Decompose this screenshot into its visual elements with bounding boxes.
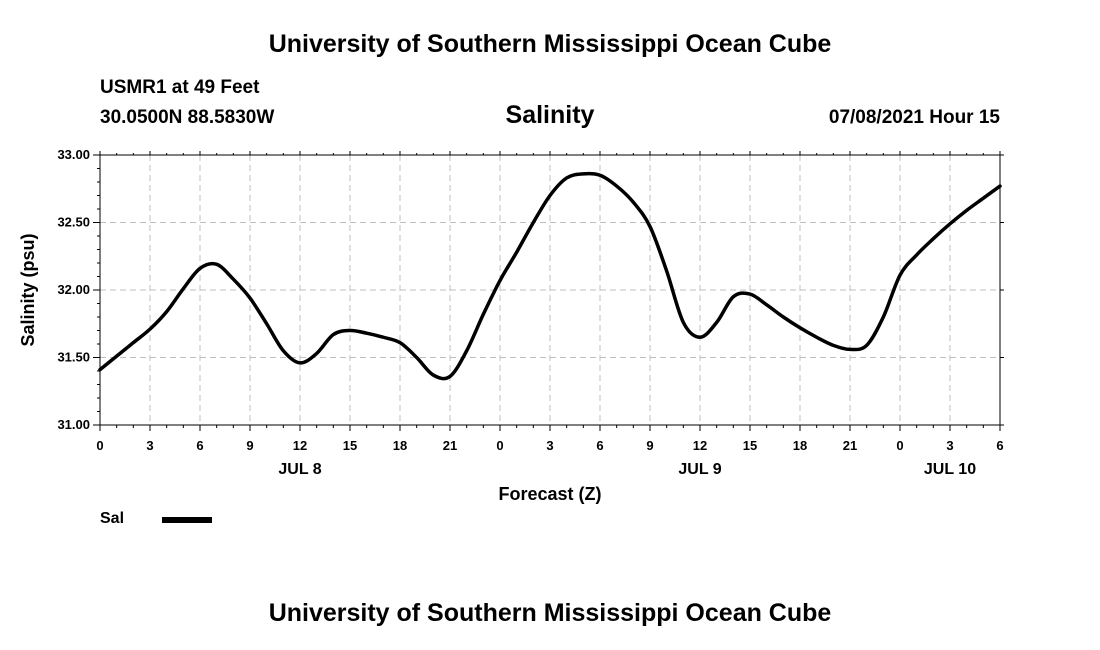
day-label: JUL 10	[924, 461, 976, 478]
x-tick-label: 9	[246, 438, 253, 453]
legend-line-swatch	[162, 517, 212, 523]
station-label: USMR1 at 49 Feet	[100, 77, 260, 98]
y-axis-title: Salinity (psu)	[18, 233, 38, 346]
x-tick-label: 6	[196, 438, 203, 453]
x-tick-label: 15	[743, 438, 757, 453]
x-tick-label: 0	[496, 438, 503, 453]
x-tick-label: 15	[343, 438, 357, 453]
y-tick-label: 31.50	[57, 350, 90, 365]
x-tick-label: 9	[646, 438, 653, 453]
x-tick-label: 3	[546, 438, 553, 453]
x-tick-label: 18	[393, 438, 407, 453]
x-tick-label: 21	[443, 438, 457, 453]
station-coordinates: 30.0500N 88.5830W	[100, 107, 275, 128]
x-tick-label: 3	[946, 438, 953, 453]
x-tick-label: 0	[96, 438, 103, 453]
footer-title: University of Southern Mississippi Ocean…	[268, 599, 832, 627]
x-tick-label: 21	[843, 438, 857, 453]
y-tick-label: 32.00	[57, 282, 90, 297]
x-tick-label: 6	[996, 438, 1003, 453]
x-tick-label: 3	[146, 438, 153, 453]
x-tick-label: 12	[693, 438, 707, 453]
day-label: JUL 8	[278, 461, 321, 478]
y-tick-label: 31.00	[57, 417, 90, 432]
legend-label: Sal	[100, 510, 125, 527]
x-tick-label: 12	[293, 438, 307, 453]
series-line-sal	[98, 171, 1002, 381]
x-tick-label: 0	[896, 438, 903, 453]
x-tick-label: 18	[793, 438, 807, 453]
day-label: JUL 9	[678, 461, 721, 478]
chart-title: Salinity	[505, 101, 595, 129]
page-title: University of Southern Mississippi Ocean…	[268, 30, 832, 58]
y-tick-label: 32.50	[57, 215, 90, 230]
forecast-datetime: 07/08/2021 Hour 15	[828, 107, 1000, 128]
y-tick-label: 33.00	[57, 147, 90, 162]
x-tick-label: 6	[596, 438, 603, 453]
x-axis-title: Forecast (Z)	[498, 484, 601, 504]
